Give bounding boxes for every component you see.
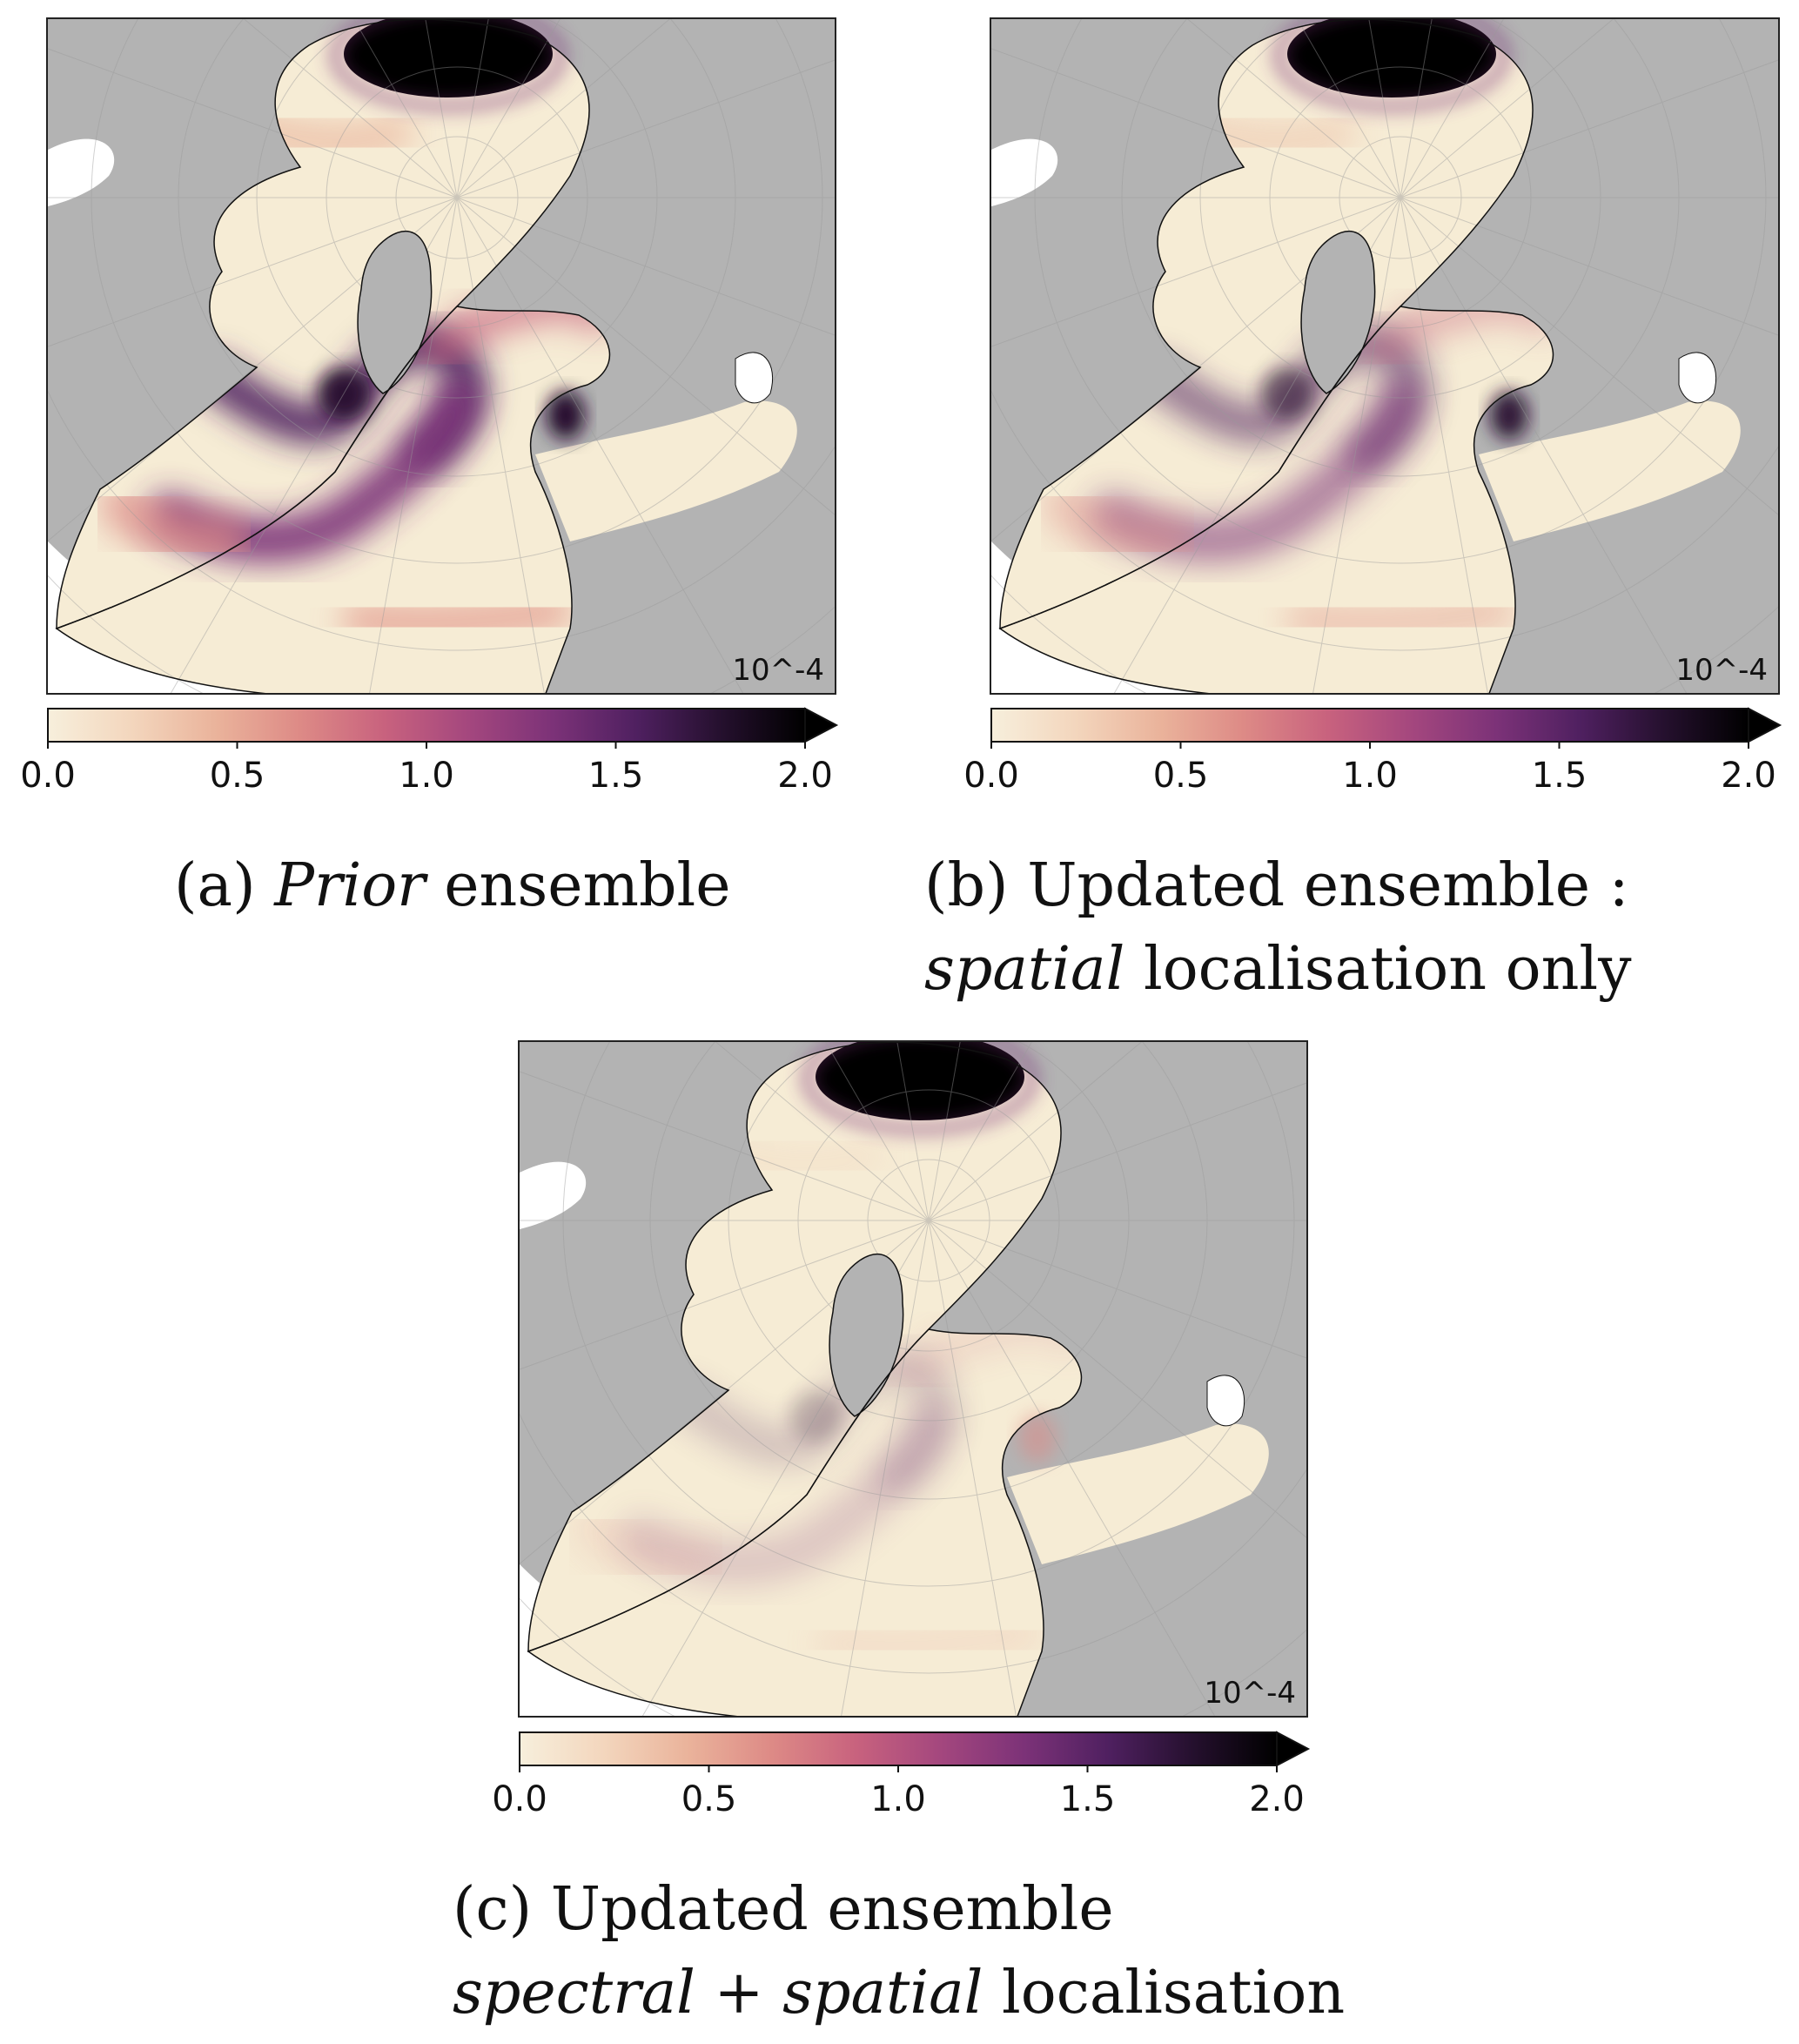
colorbar-tick-label: 0.5 [210,756,265,796]
caspian-sea [735,352,774,404]
colorbar-tick-label: 1.0 [870,1779,926,1819]
colorbar-tick-label: 0.5 [1153,756,1209,796]
unit-label-a: 10^-4 [732,653,824,688]
greenland-landmass [829,1253,904,1417]
colorbar-tick-label: 2.0 [1249,1779,1305,1819]
map-b: 10^-4 [990,17,1780,695]
map-c-svg [520,1042,1306,1716]
caption-c-plus: + [695,1959,783,2027]
caption-c: (c) Updated ensemble spectral + spatial … [453,1868,1345,2035]
map-a-svg [48,19,835,693]
coastlines [55,19,611,693]
colorbar-tick-label: 0.0 [963,756,1019,796]
colorbar-tick-label: 2.0 [1721,756,1776,796]
coastlines [998,19,1554,693]
variance-anomaly [789,1390,842,1442]
caption-b-line2: localisation only [1124,935,1632,1004]
variance-anomaly [1285,591,1516,644]
baltic-sea-anomaly [547,391,585,440]
colorbar-tick-label: 0.0 [20,756,76,796]
map-b-svg [991,19,1778,693]
variance-anomaly [1044,481,1192,568]
unit-label-c: 10^-4 [1204,1676,1296,1711]
caption-a-suffix: ensemble [425,851,731,920]
outside-domain-area [520,1161,587,1229]
caption-c-line1: (c) Updated ensemble [453,1875,1114,1944]
colorbar-extend-arrow [804,707,839,743]
colorbar-tick-label: 0.5 [681,1779,737,1819]
caption-b-italic: spatial [924,935,1125,1004]
caption-b-line1: (b) Updated ensemble : [924,851,1629,920]
caspian-sea [1206,1375,1245,1427]
caption-b: (b) Updated ensemble : spatial localisat… [924,844,1632,1012]
caption-a-prefix: (a) [174,851,275,920]
greenland-landmass [357,230,433,394]
graticule [991,19,1778,693]
colorbar-gradient [990,708,1749,743]
bering-strait-anomaly [344,19,553,97]
colorbar-tick-label: 1.5 [1532,756,1588,796]
colorbar-tick-label: 2.0 [777,756,833,796]
colorbar-tick-label: 0.0 [492,1779,547,1819]
variance-anomaly [572,1503,720,1590]
colorbar-tick-label: 1.0 [1342,756,1398,796]
colorbar-extend-arrow [1748,707,1782,743]
caspian-sea [1678,352,1717,404]
caption-c-italic2: spatial [782,1959,983,2027]
caption-a: (a) Prior ensemble [174,844,730,928]
colorbar-tick-label: 1.5 [1060,1779,1116,1819]
outside-domain-area [991,138,1058,206]
caption-a-italic: Prior [274,851,426,920]
caption-c-italic1: spectral [453,1959,695,2027]
colorbar-tick-label: 1.5 [588,756,644,796]
coastlines [527,1042,1083,1716]
bering-strait-anomaly-rim [802,1042,1038,1134]
variance-anomaly [813,1614,1044,1667]
baltic-sea-anomaly [1018,1414,1057,1462]
bering-strait-anomaly-rim [1273,19,1510,111]
variance-anomaly [341,591,573,644]
colorbar-b: 0.0 0.5 1.0 1.5 2.0 [963,707,1799,796]
colorbar-c: 0.0 0.5 1.0 1.5 2.0 [492,1731,1353,1819]
unit-label-b: 10^-4 [1675,653,1768,688]
variance-anomaly [318,367,370,420]
map-c: 10^-4 [518,1040,1308,1718]
greenland-landmass [1300,230,1376,394]
colorbar-gradient [47,708,806,743]
bering-strait-anomaly [1287,19,1496,97]
variance-anomaly [1261,367,1313,420]
colorbar-tick-label: 1.0 [399,756,454,796]
bering-strait-anomaly [816,1042,1024,1120]
map-a: 10^-4 [46,17,836,695]
variance-anomaly [100,481,248,568]
baltic-sea-anomaly [1490,391,1528,440]
caption-c-line2: localisation [983,1959,1346,2027]
colorbar-extend-arrow [1276,1731,1311,1767]
colorbar-a: 0.0 0.5 1.0 1.5 2.0 [20,707,882,796]
bering-strait-anomaly-rim [330,19,567,111]
outside-domain-area [48,138,115,206]
graticule [520,1042,1306,1716]
colorbar-gradient [519,1731,1278,1766]
